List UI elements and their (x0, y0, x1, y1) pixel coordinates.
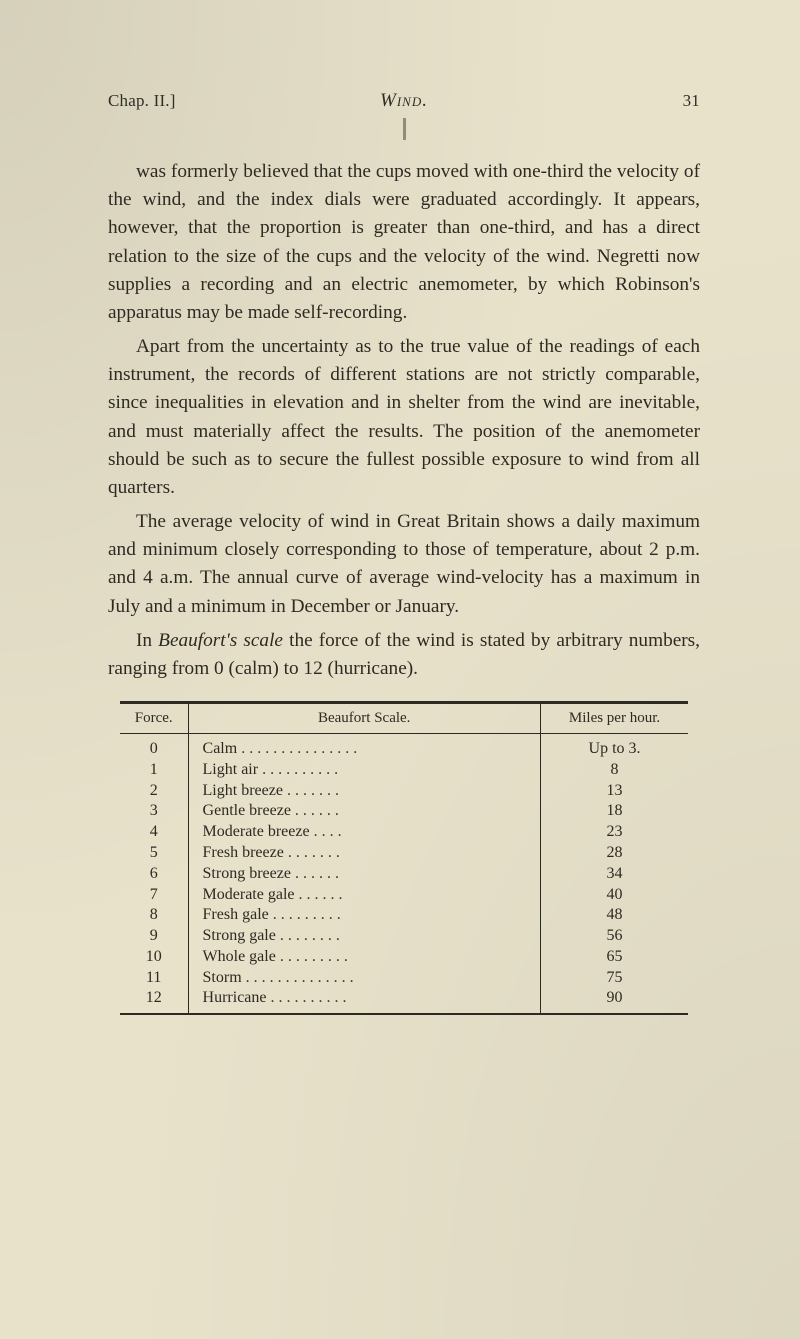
cell-force: 10 (120, 947, 188, 968)
dot-leaders: .............. (246, 969, 358, 987)
cell-scale: Moderate gale ...... (188, 884, 540, 905)
cell-scale: Fresh gale ......... (188, 905, 540, 926)
table-row: 3Gentle breeze ......18 (120, 801, 688, 822)
scale-label: Calm (203, 740, 242, 757)
cell-scale: Gentle breeze ...... (188, 801, 540, 822)
cell-miles: 23 (540, 822, 688, 843)
scale-label: Gentle breeze (203, 802, 295, 819)
cell-scale: Fresh breeze ....... (188, 843, 540, 864)
beaufort-table: Force. Beaufort Scale. Miles per hour. 0… (120, 701, 688, 1015)
cell-force: 4 (120, 822, 188, 843)
body-paragraph-1: was formerly believed that the cups move… (108, 158, 700, 327)
dot-leaders: ......... (273, 906, 345, 924)
cell-force: 0 (120, 734, 188, 760)
dot-leaders: ...... (295, 865, 343, 883)
cell-miles: 18 (540, 801, 688, 822)
scale-label: Fresh breeze (203, 844, 288, 861)
table-row: 8Fresh gale .........48 (120, 905, 688, 926)
cell-miles: 34 (540, 863, 688, 884)
running-head: Chap. II.] Wind. 31 (108, 90, 700, 112)
dot-leaders: .......... (271, 989, 351, 1007)
page-number: 31 (503, 91, 700, 111)
scale-label: Hurricane (203, 989, 271, 1006)
dot-leaders: ...... (295, 802, 343, 820)
cell-scale: Light breeze ....... (188, 780, 540, 801)
body-paragraph-3: The average velocity of wind in Great Br… (108, 508, 700, 621)
table-row: 2Light breeze .......13 (120, 780, 688, 801)
cell-scale: Calm ............... (188, 734, 540, 760)
scale-label: Storm (203, 969, 246, 986)
dot-leaders: ......... (280, 948, 352, 966)
cell-miles: 28 (540, 843, 688, 864)
table-row: 1Light air ..........8 (120, 759, 688, 780)
cell-force: 3 (120, 801, 188, 822)
cell-miles: 8 (540, 759, 688, 780)
cell-force: 12 (120, 988, 188, 1014)
cell-miles: 56 (540, 926, 688, 947)
beaufort-scale-term: Beaufort's scale (158, 630, 283, 651)
dot-leaders: ....... (288, 844, 344, 862)
col-header-force: Force. (120, 703, 188, 734)
running-head-chapter: Chap. II.] (108, 91, 305, 111)
cell-force: 6 (120, 863, 188, 884)
cell-miles: 75 (540, 967, 688, 988)
dot-leaders: ........ (280, 927, 344, 945)
dot-leaders: ....... (287, 782, 343, 800)
cell-scale: Hurricane .......... (188, 988, 540, 1014)
table-row: 4Moderate breeze ....23 (120, 822, 688, 843)
col-header-scale: Beaufort Scale. (188, 703, 540, 734)
cell-miles: 40 (540, 884, 688, 905)
cell-scale: Light air .......... (188, 759, 540, 780)
cell-miles: 48 (540, 905, 688, 926)
table-row: 6Strong breeze ......34 (120, 863, 688, 884)
cell-force: 5 (120, 843, 188, 864)
table-header: Force. Beaufort Scale. Miles per hour. (120, 703, 688, 734)
table-row: 11Storm ..............75 (120, 967, 688, 988)
scale-label: Whole gale (203, 948, 280, 965)
text-run: In (136, 630, 158, 651)
cell-miles: 65 (540, 947, 688, 968)
col-header-miles: Miles per hour. (540, 703, 688, 734)
book-page: Chap. II.] Wind. 31 was formerly believe… (0, 0, 800, 1339)
scale-label: Strong breeze (203, 865, 295, 882)
scale-label: Moderate breeze (203, 823, 314, 840)
scale-label: Light air (203, 761, 263, 778)
table-row: 7Moderate gale ......40 (120, 884, 688, 905)
table-body: 0Calm ...............Up to 3.1Light air … (120, 734, 688, 1015)
cell-force: 8 (120, 905, 188, 926)
scale-label: Strong gale (203, 927, 280, 944)
cell-force: 9 (120, 926, 188, 947)
scale-label: Fresh gale (203, 906, 273, 923)
cell-miles: Up to 3. (540, 734, 688, 760)
dot-leaders: .......... (262, 761, 342, 779)
table-row: 9Strong gale ........56 (120, 926, 688, 947)
dot-leaders: .... (314, 823, 346, 841)
scale-label: Light breeze (203, 782, 287, 799)
table-row: 5Fresh breeze .......28 (120, 843, 688, 864)
body-paragraph-2: Apart from the uncertainty as to the tru… (108, 333, 700, 502)
cell-miles: 90 (540, 988, 688, 1014)
cell-scale: Storm .............. (188, 967, 540, 988)
cell-force: 1 (120, 759, 188, 780)
header-divider-mark (403, 118, 406, 140)
cell-force: 2 (120, 780, 188, 801)
scale-label: Moderate gale (203, 886, 299, 903)
cell-scale: Strong gale ........ (188, 926, 540, 947)
cell-scale: Moderate breeze .... (188, 822, 540, 843)
cell-force: 11 (120, 967, 188, 988)
running-head-title: Wind. (305, 90, 502, 112)
dot-leaders: ............... (241, 740, 361, 758)
table-row: 10Whole gale .........65 (120, 947, 688, 968)
body-paragraph-4: In Beaufort's scale the force of the win… (108, 627, 700, 683)
dot-leaders: ...... (298, 886, 346, 904)
cell-scale: Whole gale ......... (188, 947, 540, 968)
cell-scale: Strong breeze ...... (188, 863, 540, 884)
table-row: 12Hurricane ..........90 (120, 988, 688, 1014)
cell-miles: 13 (540, 780, 688, 801)
table-row: 0Calm ...............Up to 3. (120, 734, 688, 760)
cell-force: 7 (120, 884, 188, 905)
